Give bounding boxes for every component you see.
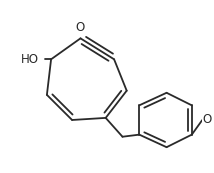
Text: HO: HO <box>21 53 39 66</box>
Text: O: O <box>202 113 212 126</box>
Text: O: O <box>76 21 85 34</box>
